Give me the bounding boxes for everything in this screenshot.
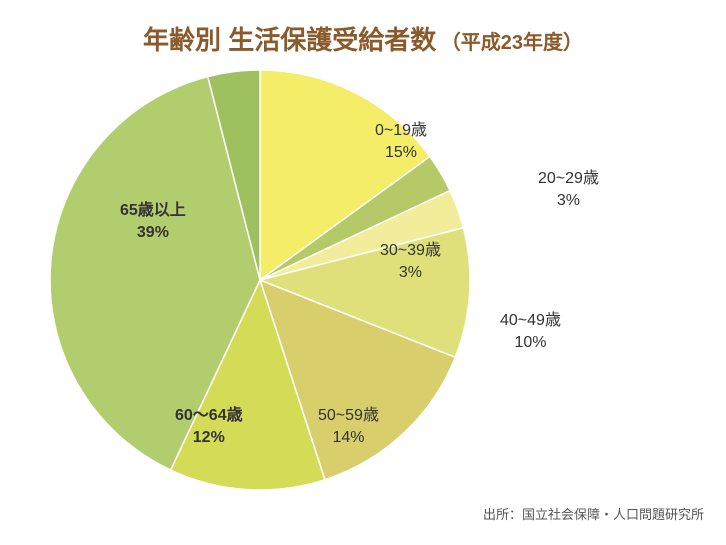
slice-label-top: 20~29歳 [538, 170, 599, 187]
slice-label-pct: 3% [557, 192, 580, 209]
chart-title-sub: （平成23年度） [441, 32, 583, 54]
slice-label-top: 0~19歳 [375, 122, 427, 139]
slice-label-pct: 3% [399, 264, 422, 281]
slice-label-60~64歳: 60～64歳 12% [175, 405, 243, 448]
slice-label-pct: 12% [193, 429, 225, 446]
slice-label-top: 30~39歳 [380, 242, 441, 259]
slice-label-top: 50~59歳 [318, 407, 379, 424]
slice-label-pct: 10% [514, 334, 546, 351]
slice-label-top: 65歳以上 [120, 202, 186, 219]
slice-label-40~49歳: 40~49歳 10% [500, 310, 561, 353]
slice-label-50~59歳: 50~59歳 14% [318, 405, 379, 448]
slice-label-pct: 15% [385, 144, 417, 161]
chart-title: 年齢別 生活保護受給者数 （平成23年度） [0, 20, 726, 57]
slice-label-pct: 39% [137, 224, 169, 241]
slice-label-30~39歳: 30~39歳 3% [380, 240, 441, 283]
chart-title-main: 年齢別 生活保護受給者数 [143, 25, 436, 55]
slice-label-top: 40~49歳 [500, 312, 561, 329]
slice-label-0~19歳: 0~19歳 15% [375, 120, 427, 163]
slice-label-65歳以上: 65歳以上 39% [120, 200, 186, 243]
slice-label-20~29歳: 20~29歳 3% [538, 168, 599, 211]
slice-label-top: 60～64歳 [175, 407, 243, 424]
slice-label-pct: 14% [332, 429, 364, 446]
source-text: 出所：国立社会保障・人口問題研究所 [483, 504, 704, 523]
